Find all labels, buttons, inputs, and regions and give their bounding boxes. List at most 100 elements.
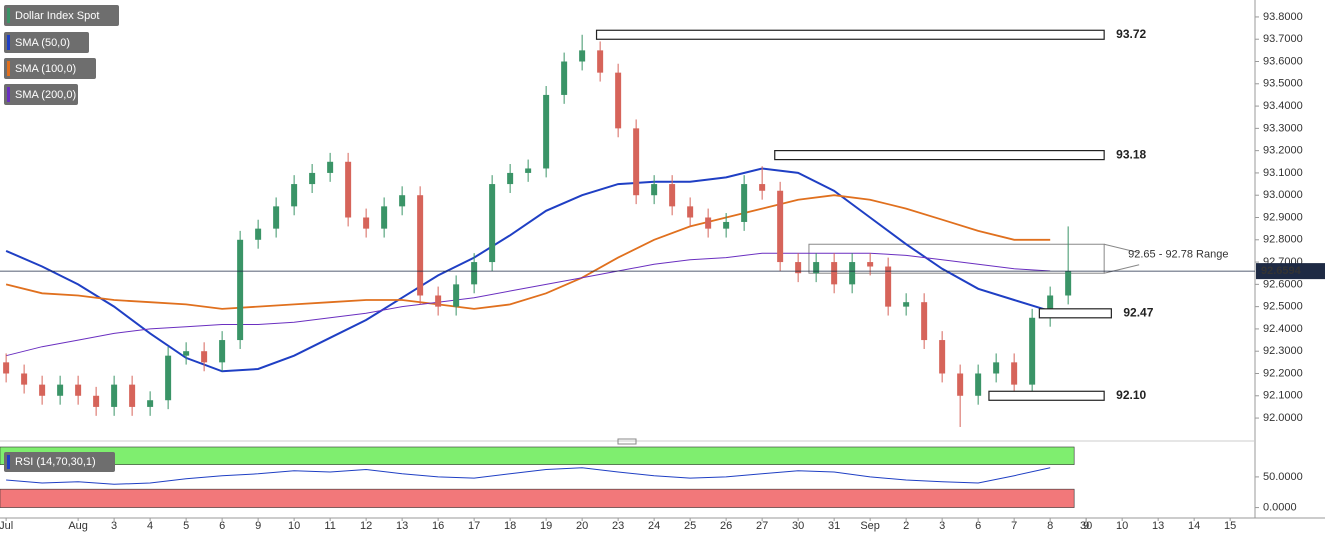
y-tick-label: 92.1000 (1263, 390, 1303, 402)
candle-body (759, 184, 766, 191)
candle-body (831, 262, 838, 285)
last-price-box (1256, 263, 1325, 280)
candle-body (525, 168, 532, 173)
candle-body (561, 61, 568, 95)
sma-line (5, 252, 1051, 357)
candle-body (309, 172, 316, 185)
candle-body (237, 239, 244, 341)
candle-body (201, 351, 208, 363)
candle-body (921, 302, 928, 341)
y-tick-label: 92.4000 (1263, 323, 1303, 335)
candle-body (705, 217, 712, 229)
x-tick-label: 10 (1116, 520, 1128, 532)
candle-body (867, 262, 874, 267)
legend-box (4, 58, 96, 79)
candle-body (381, 206, 388, 229)
legend-box (4, 32, 89, 53)
x-tick-label: 30 (792, 520, 804, 532)
x-tick-label: 27 (756, 520, 768, 532)
candle-body (471, 262, 478, 285)
x-tick-label: 26 (720, 520, 732, 532)
candle-body (723, 221, 730, 229)
x-tick-label: 30 (1080, 520, 1092, 532)
candle-body (273, 206, 280, 229)
rsi-tick-label: 50.0000 (1263, 471, 1303, 483)
sma-line (5, 167, 1051, 373)
oversold-zone (0, 488, 1075, 508)
legend-text: RSI (14,70,30,1) (15, 456, 96, 468)
x-tick-label: 24 (648, 520, 660, 532)
level-box (988, 390, 1105, 401)
candle-body (579, 50, 586, 62)
candle-body (651, 184, 658, 196)
x-tick-label: 6 (219, 520, 225, 532)
x-tick-label: 5 (183, 520, 189, 532)
candle-body (147, 400, 154, 407)
candle-body (165, 355, 172, 401)
candle-body (39, 384, 46, 396)
candle-body (219, 340, 226, 363)
candle-body (1029, 317, 1036, 385)
level-label: 92.47 (1123, 305, 1153, 319)
rsi-tick-label: 0.0000 (1263, 501, 1297, 513)
candle-body (345, 161, 352, 218)
candle-body (777, 190, 784, 263)
range-box (808, 243, 1105, 274)
y-tick-label: 92.0000 (1263, 412, 1303, 424)
candle-body (1011, 362, 1018, 385)
x-tick-label: 16 (432, 520, 444, 532)
x-tick-label: 15 (1224, 520, 1236, 532)
x-tick-label: 4 (147, 520, 153, 532)
y-tick-label: 92.8000 (1263, 234, 1303, 246)
candle-body (435, 295, 442, 307)
x-tick-label: 18 (504, 520, 516, 532)
level-label: 92.10 (1116, 388, 1146, 402)
candle-body (453, 284, 460, 307)
level-box (774, 150, 1105, 161)
x-tick-label: Sep (860, 520, 880, 532)
candle-body (1065, 270, 1072, 296)
candle-body (21, 373, 28, 385)
level-box (595, 29, 1105, 40)
legend-swatch (7, 8, 10, 23)
rsi-line (6, 467, 1051, 485)
legend-swatch (7, 455, 10, 469)
x-tick-label: 10 (288, 520, 300, 532)
y-tick-label: 93.1000 (1263, 167, 1303, 179)
y-tick-label: 93.7000 (1263, 33, 1303, 45)
x-tick-label: 8 (1047, 520, 1053, 532)
candle-body (615, 72, 622, 129)
range-label: 92.65 - 92.78 Range (1128, 249, 1228, 261)
x-tick-label: 31 (828, 520, 840, 532)
level-label: 93.72 (1116, 27, 1146, 41)
legend-text: SMA (200,0) (15, 89, 76, 101)
y-tick-label: 93.4000 (1263, 100, 1303, 112)
x-tick-label: 9 (1083, 520, 1089, 532)
candle-body (741, 184, 748, 222)
y-tick-label: 92.3000 (1263, 345, 1303, 357)
y-tick-label: 93.6000 (1263, 55, 1303, 67)
pane-handle[interactable] (617, 438, 637, 445)
legend-text: SMA (100,0) (15, 63, 76, 75)
y-tick-label: 92.2000 (1263, 367, 1303, 379)
candle-body (939, 340, 946, 374)
x-tick-label: 12 (360, 520, 372, 532)
candle-body (255, 228, 262, 240)
x-tick-label: 25 (684, 520, 696, 532)
x-tick-label: 3 (111, 520, 117, 532)
candle-body (327, 161, 334, 173)
x-tick-label: 20 (576, 520, 588, 532)
candle-body (57, 384, 64, 396)
candle-body (813, 262, 820, 274)
candle-body (903, 302, 910, 307)
candle-body (687, 206, 694, 218)
candle-body (849, 262, 856, 285)
candle-body (543, 94, 550, 169)
y-tick-label: 93.5000 (1263, 78, 1303, 90)
candle-body (1047, 295, 1054, 318)
x-tick-label: 14 (1188, 520, 1200, 532)
candle-body (885, 266, 892, 307)
level-label: 93.18 (1116, 147, 1146, 161)
